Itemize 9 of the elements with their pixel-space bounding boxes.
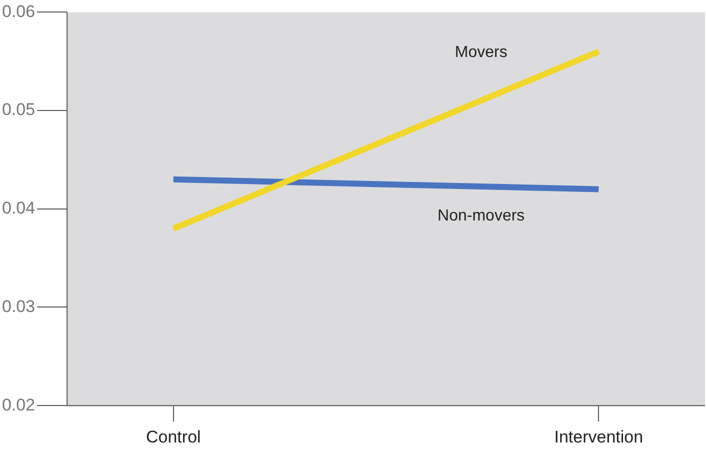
- series-label: Movers: [454, 44, 508, 62]
- y-tick-label: 0.05: [2, 100, 36, 120]
- x-tick-label: Control: [146, 427, 201, 446]
- series-label: Non-movers: [438, 208, 525, 225]
- x-tick-label: Intervention: [554, 427, 644, 446]
- y-tick-label: 0.02: [2, 395, 36, 414]
- y-tick-label: 0.04: [2, 198, 36, 218]
- y-tick-label: 0.06: [2, 2, 36, 21]
- y-tick-label: 0.03: [2, 296, 36, 316]
